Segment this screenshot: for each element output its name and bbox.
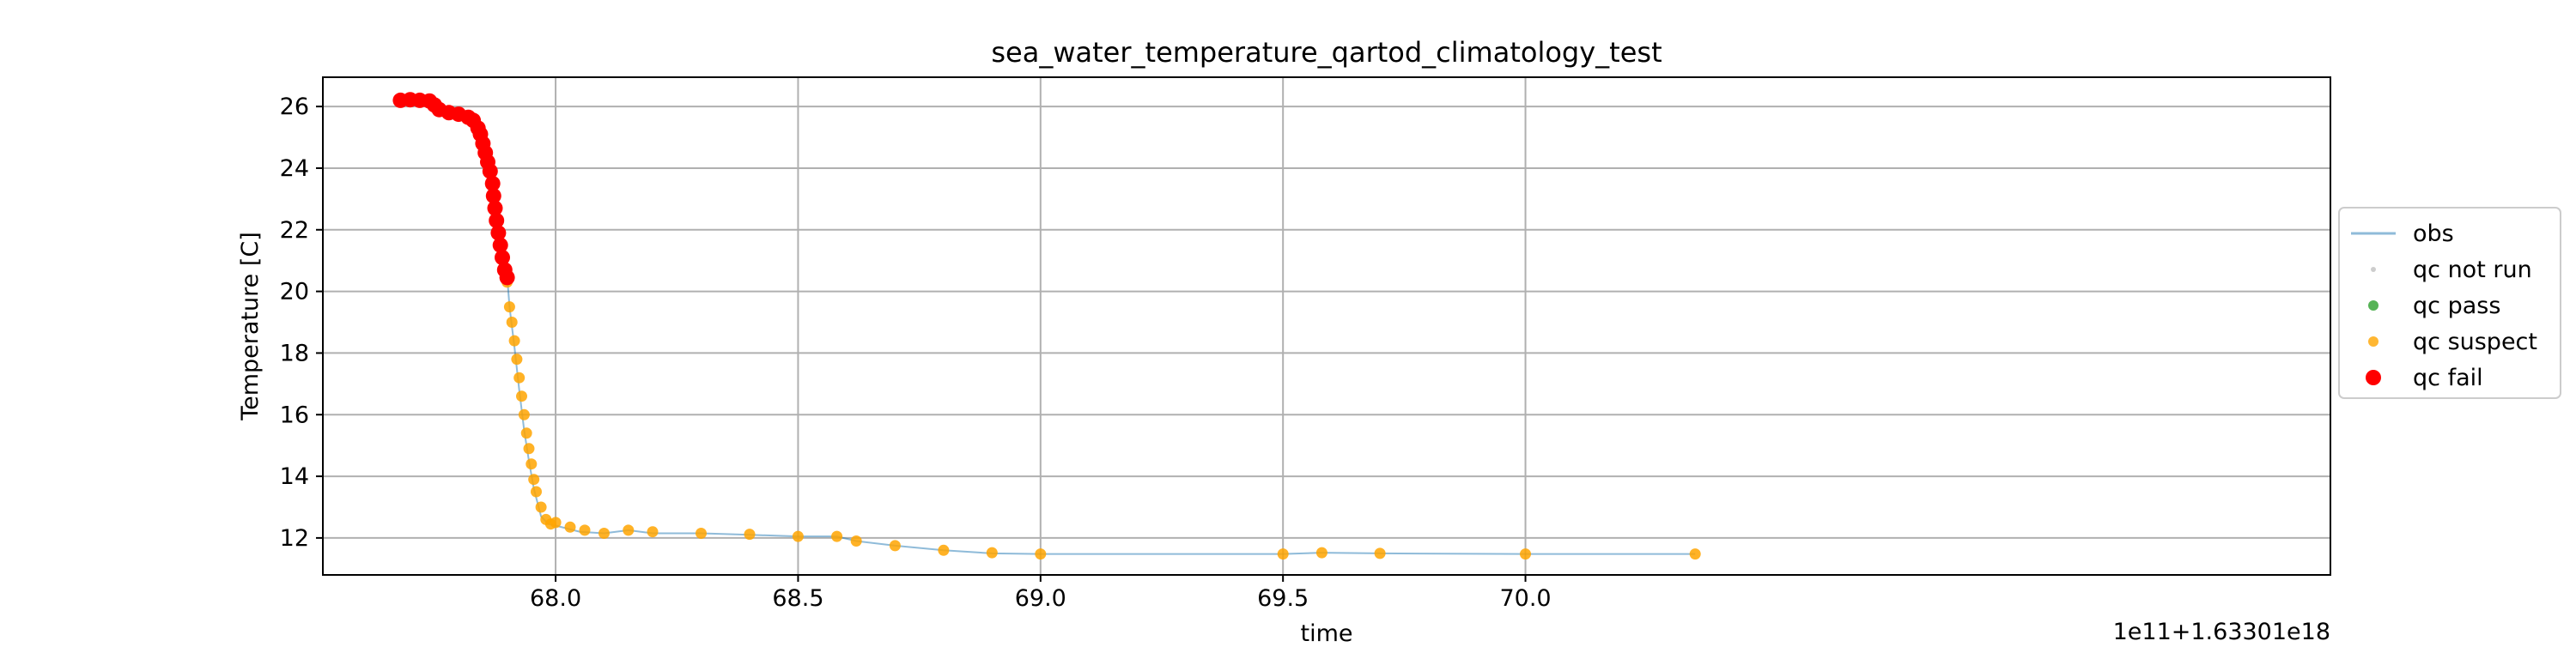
qc-suspect-point (744, 529, 756, 541)
axis-ticks: 68.0 68.5 69.0 69.5 70.0 12 14 16 18 20 22 24 26 (280, 94, 1552, 612)
qc-suspect-point (696, 528, 707, 539)
x-tick-label: 69.5 (1257, 585, 1309, 612)
axes-frame (322, 76, 2331, 576)
qc-suspect-point (506, 317, 518, 328)
qc-suspect-point (647, 526, 659, 538)
qc-fail-point (489, 213, 505, 228)
y-tick-label: 24 (280, 155, 309, 182)
legend-swatch-qc-pass (2368, 300, 2379, 311)
qc-fail-point (485, 188, 501, 204)
qc-suspect-point (1689, 548, 1701, 560)
legend-label-qc-suspect: qc suspect (2413, 329, 2537, 355)
qc-suspect-point (503, 301, 515, 313)
grid (323, 77, 2330, 575)
legend-label-qc-pass: qc pass (2413, 293, 2500, 319)
qc-suspect-point (831, 530, 843, 542)
legend-swatch-qc-fail (2366, 370, 2381, 385)
x-tick-label: 69.0 (1015, 585, 1066, 612)
qc-suspect-point (526, 458, 538, 470)
legend-label-obs: obs (2413, 221, 2454, 247)
qc-suspect-point (1277, 548, 1289, 560)
y-tick-label: 12 (280, 525, 309, 552)
qc-fail-point (490, 225, 507, 241)
x-axis-label: time (1300, 620, 1352, 644)
qc-suspect-point (938, 544, 950, 556)
y-axis-label: Temperature [C] (237, 232, 264, 421)
qc-suspect-point (564, 521, 576, 533)
qc-suspect-point (598, 528, 610, 539)
legend-swatch-qc-not-run (2371, 267, 2376, 272)
qc-fail-point (484, 175, 501, 191)
qc-suspect-point (520, 427, 532, 439)
qc-suspect-point (850, 535, 862, 547)
qc-suspect-point (518, 408, 530, 420)
x-tick-label: 68.5 (772, 585, 823, 612)
qc-suspect-point (579, 524, 591, 536)
chart-title: sea_water_temperature_qartod_climatology… (991, 36, 1662, 69)
qc-suspect-point (513, 372, 526, 384)
qc-fail-point (499, 269, 515, 286)
x-axis-offset-label: 1e11+1.63301e18 (2113, 619, 2330, 644)
plot-area (392, 92, 1701, 560)
y-tick-label: 14 (280, 463, 309, 490)
qc-suspect-point (523, 443, 535, 455)
legend-frame (2338, 207, 2561, 399)
qc-suspect-point (535, 501, 547, 513)
qc-suspect-point (511, 354, 523, 366)
legend: obs qc not run qc pass qc suspect qc fail (2338, 207, 2561, 399)
y-tick-label: 26 (280, 94, 309, 120)
y-tick-label: 18 (280, 340, 309, 366)
x-tick-label: 68.0 (530, 585, 581, 612)
qc-suspect-point (623, 524, 635, 536)
qc-fail-point (492, 237, 508, 253)
qc-suspect-point (550, 517, 562, 529)
qc-suspect-point (508, 335, 520, 347)
qc-fail-point (487, 200, 503, 216)
qc-suspect-point (986, 547, 998, 559)
qc-suspect-point (528, 474, 540, 486)
qc-suspect-point (792, 530, 804, 542)
qc-suspect-point (1520, 548, 1531, 560)
x-tick-label: 70.0 (1499, 585, 1551, 612)
legend-label-qc-not-run: qc not run (2413, 257, 2532, 283)
y-tick-label: 16 (280, 402, 309, 428)
y-tick-label: 20 (280, 279, 309, 305)
qc-fail-point (495, 250, 510, 266)
qc-suspect-point (889, 540, 901, 552)
legend-swatch-qc-suspect (2368, 336, 2379, 347)
qc-suspect-point (531, 486, 542, 498)
qc-suspect-point (1374, 547, 1386, 559)
qc-suspect-point (1035, 548, 1047, 560)
qc-suspect-point (516, 390, 527, 402)
qc-fail-point (482, 163, 498, 179)
qc-suspect-point (1315, 547, 1327, 559)
legend-label-qc-fail: qc fail (2413, 365, 2483, 391)
y-tick-label: 22 (280, 217, 309, 244)
